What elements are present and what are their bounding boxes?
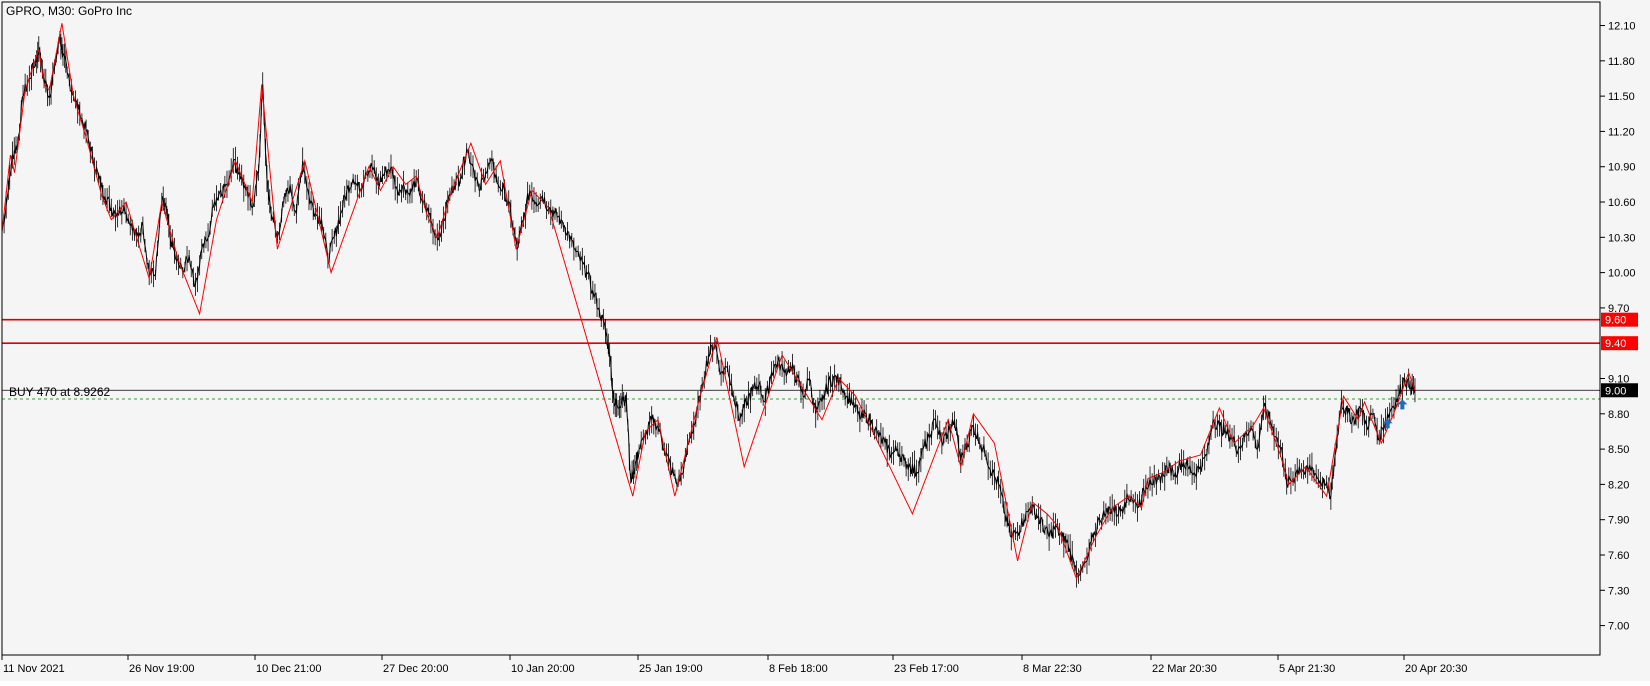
x-axis-tick-label: 11 Nov 2021 bbox=[3, 663, 65, 675]
y-axis-tick-label: 9.70 bbox=[1608, 303, 1629, 315]
current-price-label: 9.00 bbox=[1605, 385, 1626, 397]
current-price-label-box bbox=[1601, 383, 1638, 398]
y-axis-tick-label: 7.90 bbox=[1608, 515, 1629, 527]
y-axis-tick-label: 10.90 bbox=[1608, 162, 1636, 174]
y-axis-tick-label: 8.80 bbox=[1608, 409, 1629, 421]
zigzag-indicator-line bbox=[1, 23, 1416, 580]
y-axis-tick-label: 9.10 bbox=[1608, 374, 1629, 386]
y-axis-tick-label: 11.50 bbox=[1608, 91, 1635, 103]
x-axis-tick-label: 25 Jan 19:00 bbox=[639, 663, 703, 675]
y-axis-tick-label: 7.60 bbox=[1608, 550, 1629, 562]
chart-title: GPRO, M30: GoPro Inc bbox=[6, 4, 132, 18]
x-axis-tick-label: 10 Jan 20:00 bbox=[511, 663, 575, 675]
y-axis-tick-label: 7.00 bbox=[1608, 621, 1629, 633]
level-price-label-0: 9.60 bbox=[1605, 315, 1626, 327]
x-axis-tick-label: 23 Feb 17:00 bbox=[894, 663, 959, 675]
trade-line-label: BUY 470 at 8.9262 bbox=[9, 385, 111, 399]
level-price-label-1: 9.40 bbox=[1605, 338, 1626, 350]
y-axis-tick-label: 8.50 bbox=[1608, 444, 1629, 456]
x-axis-tick-label: 5 Apr 21:30 bbox=[1279, 663, 1335, 675]
y-axis-tick-label: 8.20 bbox=[1608, 479, 1629, 491]
x-axis-tick-label: 26 Nov 19:00 bbox=[129, 663, 194, 675]
y-axis-tick-label: 12.10 bbox=[1608, 21, 1636, 33]
x-axis-tick-label: 20 Apr 20:30 bbox=[1405, 663, 1467, 675]
y-axis-tick-label: 10.60 bbox=[1608, 197, 1636, 209]
y-axis-tick-label: 7.30 bbox=[1608, 585, 1629, 597]
x-axis-tick-label: 10 Dec 21:00 bbox=[256, 663, 321, 675]
x-axis-tick-label: 27 Dec 20:00 bbox=[383, 663, 448, 675]
y-axis-tick-label: 10.30 bbox=[1608, 232, 1636, 244]
x-axis-tick-label: 8 Mar 22:30 bbox=[1023, 663, 1082, 675]
level-price-label-0-box bbox=[1601, 312, 1638, 327]
buy-arrow-icon[interactable] bbox=[1382, 418, 1393, 429]
x-axis-tick-label: 22 Mar 20:30 bbox=[1152, 663, 1217, 675]
x-axis-tick-label: 8 Feb 18:00 bbox=[769, 663, 828, 675]
buy-arrow-icon[interactable] bbox=[1397, 399, 1408, 410]
y-axis-tick-label: 10.00 bbox=[1608, 268, 1636, 280]
y-axis-tick-label: 11.80 bbox=[1608, 56, 1635, 68]
level-price-label-1-box bbox=[1601, 336, 1638, 351]
y-axis-tick-label: 11.20 bbox=[1608, 126, 1635, 138]
